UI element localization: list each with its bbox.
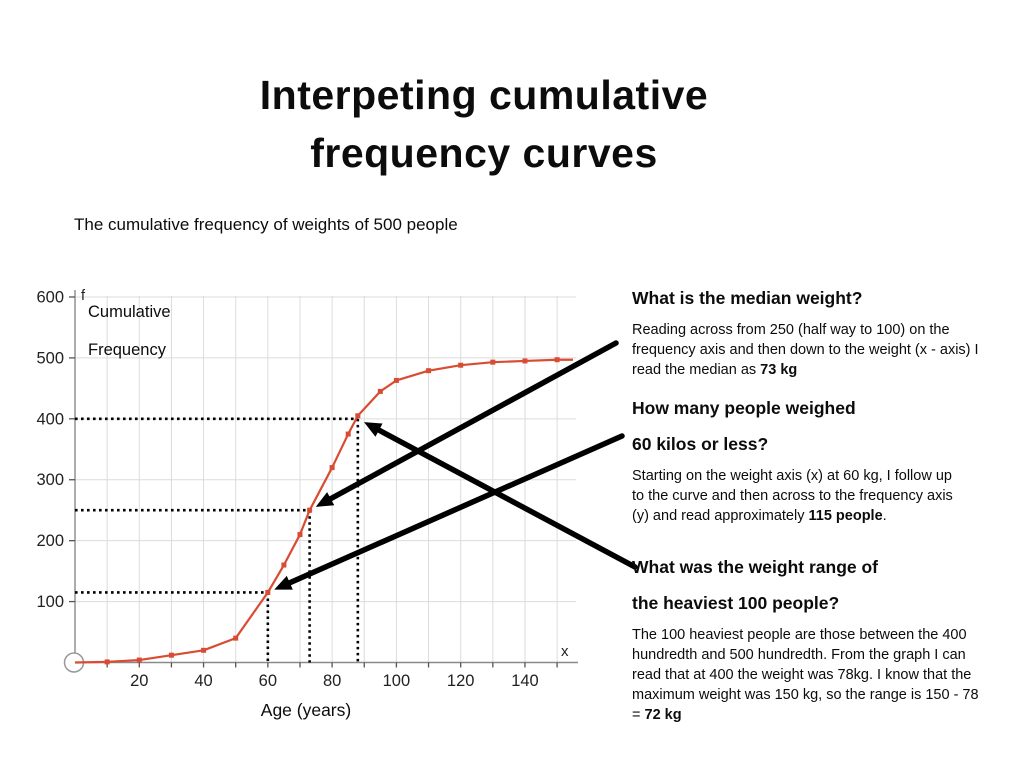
x-tick-label: 120 — [447, 672, 475, 690]
question-heading: What is the median weight? — [632, 288, 863, 308]
y-tick-label: 100 — [36, 593, 64, 611]
data-point-marker — [426, 368, 432, 374]
y-tick-label: 600 — [36, 288, 64, 306]
y-tick-label: 500 — [36, 349, 64, 367]
x-tick-label: 140 — [511, 672, 539, 690]
data-point-marker — [355, 413, 361, 419]
question-heading: How many people weighed — [632, 398, 856, 418]
data-point-marker — [307, 507, 313, 513]
y-axis-label-line-2: Frequency — [88, 341, 167, 359]
annotation-arrow-shaft — [283, 433, 625, 588]
data-point-marker — [554, 357, 560, 363]
data-point-marker — [345, 431, 351, 437]
y-tick-label: 200 — [36, 532, 64, 550]
data-point-marker — [168, 652, 174, 658]
y-axis-symbol: f — [81, 288, 86, 304]
annotation-arrowhead — [274, 575, 293, 590]
data-point-marker — [281, 562, 287, 568]
annotation-arrowhead — [364, 422, 383, 437]
question-heading: the heaviest 100 people? — [632, 593, 840, 613]
annotation-arrow-shaft — [324, 340, 619, 504]
x-tick-label: 60 — [259, 672, 277, 690]
data-point-marker — [297, 532, 303, 538]
data-point-marker — [136, 657, 142, 663]
data-point-marker — [201, 647, 207, 653]
answer-text: Starting on the weight axis (x) at 60 kg… — [632, 468, 953, 524]
data-point-marker — [393, 377, 399, 383]
answer-text: The 100 heaviest people are those betwee… — [632, 627, 979, 723]
x-tick-label: 80 — [323, 672, 341, 690]
answer-text: Reading across from 250 (half way to 100… — [632, 322, 979, 378]
question-heading: What was the weight range of — [632, 557, 878, 577]
y-tick-label: 400 — [36, 410, 64, 428]
data-point-marker — [522, 358, 528, 364]
page-title-line-2: frequency curves — [310, 130, 658, 176]
data-point-marker — [233, 635, 239, 641]
page-title: Interpeting cumulative frequency curves — [0, 66, 968, 182]
page-title-line-1: Interpeting cumulative — [259, 72, 709, 118]
data-point-marker — [458, 362, 464, 368]
data-point-marker — [104, 659, 110, 665]
x-tick-label: 100 — [383, 672, 411, 690]
x-axis-title: Age (years) — [261, 700, 351, 720]
data-point-marker — [377, 388, 383, 394]
y-axis-label-line-1: Cumulative — [88, 303, 171, 321]
data-point-marker — [329, 465, 335, 471]
annotation-arrow-shaft — [372, 425, 638, 570]
y-tick-label: 300 — [36, 471, 64, 489]
qa-block-60-kilos: How many people weighed 60 kilos or less… — [632, 398, 954, 526]
x-axis-symbol: x — [561, 643, 569, 660]
x-tick-label: 40 — [194, 672, 212, 690]
x-tick-label: 20 — [130, 672, 148, 690]
annotation-arrowhead — [315, 492, 335, 507]
data-point-marker — [490, 359, 496, 365]
qa-block-median-weight: What is the median weight? Reading acros… — [632, 288, 990, 380]
data-point-marker — [265, 589, 271, 595]
qa-block-weight-range: What was the weight range of the heavies… — [632, 557, 988, 725]
question-heading: 60 kilos or less? — [632, 434, 769, 454]
chart-caption: The cumulative frequency of weights of 5… — [74, 215, 458, 234]
